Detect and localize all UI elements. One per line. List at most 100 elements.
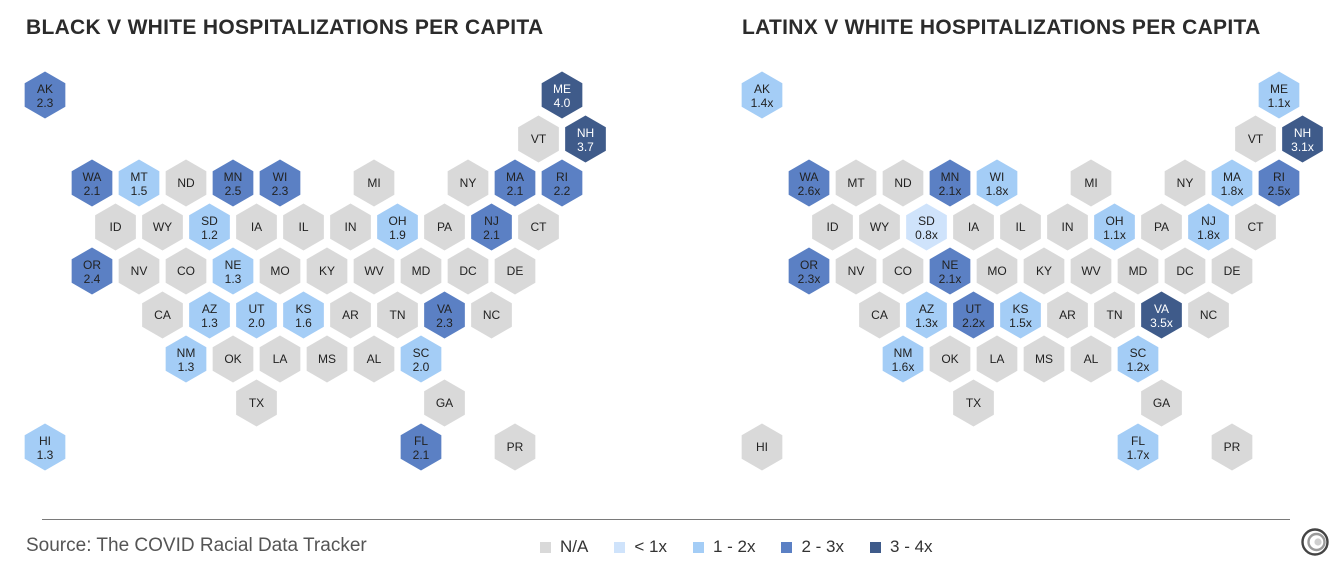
- state-code-label: CT: [531, 220, 548, 234]
- state-value-label: 1.3x: [915, 316, 938, 330]
- state-code-label: NJ: [484, 214, 499, 228]
- state-code-label: AL: [367, 352, 382, 366]
- state-code-label: KS: [1012, 302, 1028, 316]
- state-code-label: KS: [295, 302, 311, 316]
- state-hex-shape: [424, 379, 465, 427]
- state-hex-shape: [330, 203, 371, 251]
- state-value-label: 3.7: [577, 140, 594, 154]
- state-code-label: NM: [177, 346, 196, 360]
- state-hex-sd: SD1.2: [189, 203, 230, 251]
- legend-swatch-lt1: [614, 541, 626, 553]
- state-hex-shape: [835, 247, 877, 295]
- state-hex-shape: [1000, 203, 1041, 251]
- state-hex-shape: [377, 203, 418, 251]
- state-hex-shape: [976, 247, 1018, 295]
- state-hex-or: OR2.3x: [788, 247, 830, 295]
- state-code-label: SD: [918, 214, 935, 228]
- state-hex-ga: GA: [1141, 379, 1182, 427]
- state-hex-pa: PA: [1141, 203, 1182, 251]
- state-hex-mi: MI: [353, 159, 395, 207]
- state-value-label: 2.5: [225, 184, 242, 198]
- state-hex-shape: [859, 291, 900, 339]
- state-hex-shape: [1141, 203, 1182, 251]
- state-code-label: DE: [1224, 264, 1241, 278]
- state-code-label: MD: [412, 264, 431, 278]
- state-hex-pa: PA: [424, 203, 465, 251]
- state-hex-shape: [259, 159, 301, 207]
- state-hex-ms: MS: [1023, 335, 1065, 383]
- state-hex-shape: [929, 335, 971, 383]
- state-code-label: MN: [224, 170, 243, 184]
- state-code-label: NM: [894, 346, 913, 360]
- state-code-label: OH: [389, 214, 407, 228]
- state-code-label: MO: [987, 264, 1006, 278]
- state-code-label: MT: [130, 170, 148, 184]
- state-hex-shape: [353, 247, 395, 295]
- state-code-label: NH: [1294, 126, 1311, 140]
- state-hex-fl: FL1.7x: [1117, 423, 1159, 471]
- state-hex-nj: NJ1.8x: [1188, 203, 1229, 251]
- state-hex-ri: RI2.2: [541, 159, 583, 207]
- state-hex-shape: [1141, 291, 1182, 339]
- state-code-label: WY: [870, 220, 889, 234]
- state-value-label: 3.1x: [1291, 140, 1314, 154]
- state-value-label: 1.7x: [1127, 448, 1150, 462]
- state-hex-nj: NJ2.1: [471, 203, 512, 251]
- state-value-label: 2.2: [554, 184, 571, 198]
- state-code-label: MD: [1129, 264, 1148, 278]
- state-hex-ca: CA: [859, 291, 900, 339]
- state-code-label: SC: [413, 346, 430, 360]
- state-hex-shape: [541, 71, 583, 119]
- state-hex-shape: [259, 335, 301, 383]
- state-hex-shape: [1117, 423, 1159, 471]
- state-code-label: LA: [990, 352, 1005, 366]
- state-code-label: MT: [847, 176, 865, 190]
- state-hex-mo: MO: [259, 247, 301, 295]
- state-value-label: 2.1: [483, 228, 500, 242]
- state-code-label: WI: [273, 170, 288, 184]
- state-hex-tn: TN: [1094, 291, 1135, 339]
- state-code-label: PA: [1154, 220, 1169, 234]
- state-hex-vt: VT: [518, 115, 559, 163]
- state-code-label: VT: [531, 132, 547, 146]
- state-value-label: 2.0: [413, 360, 430, 374]
- state-hex-mo: MO: [976, 247, 1018, 295]
- state-value-label: 2.1x: [939, 184, 962, 198]
- state-code-label: ME: [1270, 82, 1288, 96]
- state-hex-oh: OH1.9: [377, 203, 418, 251]
- state-hex-shape: [1211, 423, 1253, 471]
- state-code-label: IN: [1062, 220, 1074, 234]
- state-value-label: 2.0: [248, 316, 265, 330]
- state-value-label: 1.4x: [751, 96, 774, 110]
- state-code-label: CT: [1248, 220, 1265, 234]
- state-hex-tx: TX: [953, 379, 994, 427]
- state-hex-shape: [24, 423, 66, 471]
- state-hex-shape: [353, 335, 395, 383]
- state-hex-shape: [953, 203, 994, 251]
- state-code-label: SD: [201, 214, 218, 228]
- state-hex-de: DE: [494, 247, 536, 295]
- legend-label-lt1: < 1x: [634, 537, 667, 556]
- state-hex-shape: [118, 247, 160, 295]
- state-hex-ok: OK: [929, 335, 971, 383]
- state-hex-shape: [236, 291, 277, 339]
- state-hex-hi: HI: [741, 423, 783, 471]
- state-code-label: IN: [345, 220, 357, 234]
- state-code-label: MN: [941, 170, 960, 184]
- state-hex-nv: NV: [118, 247, 160, 295]
- state-hex-shape: [1070, 159, 1112, 207]
- state-code-label: ID: [827, 220, 839, 234]
- state-hex-shape: [165, 335, 207, 383]
- state-hex-mn: MN2.5: [212, 159, 254, 207]
- state-code-label: TN: [390, 308, 406, 322]
- state-value-label: 1.8x: [986, 184, 1009, 198]
- state-code-label: TX: [966, 396, 981, 410]
- state-hex-nd: ND: [165, 159, 207, 207]
- state-hex-shape: [283, 203, 324, 251]
- state-code-label: KY: [319, 264, 335, 278]
- state-hex-mt: MT1.5: [118, 159, 160, 207]
- state-code-label: DE: [507, 264, 524, 278]
- state-hex-shape: [953, 291, 994, 339]
- state-hex-shape: [1211, 159, 1253, 207]
